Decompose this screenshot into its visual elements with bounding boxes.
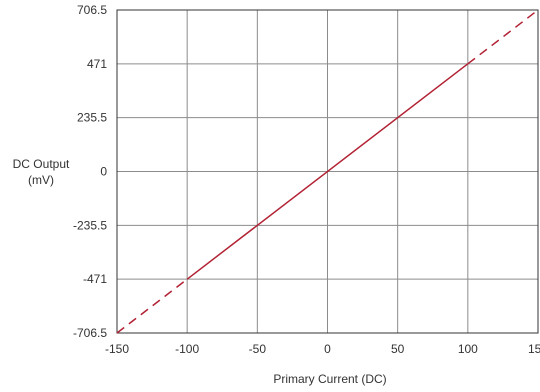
x-tick-label: 150 [528, 342, 540, 356]
x-tick-label: 0 [324, 342, 331, 356]
y-tick-label: -706.5 [73, 326, 107, 340]
y-tick-label: 0 [100, 165, 107, 179]
y-tick-label: 471 [87, 57, 107, 71]
x-tick-label: -100 [175, 342, 199, 356]
y-tick-labels: 706.5 471 235.5 0 -235.5 -471 -706.5 [73, 3, 107, 340]
y-tick-label: -471 [83, 272, 107, 286]
y-axis-title-line1: DC Output [13, 157, 70, 171]
series-line-solid [186, 63, 469, 280]
series-line-dashed [467, 9, 539, 65]
y-tick-label: -235.5 [73, 218, 107, 232]
x-tick-label: -50 [249, 342, 267, 356]
x-axis-title: Primary Current (DC) [273, 372, 386, 386]
series-line-dashed [116, 278, 188, 334]
y-axis-title-line2: (mV) [28, 173, 54, 187]
grid [117, 10, 538, 333]
y-tick-label: 706.5 [77, 3, 107, 17]
x-tick-label: -150 [105, 342, 129, 356]
x-tick-labels: -150 -100 -50 0 50 100 150 [105, 342, 540, 356]
x-tick-label: 100 [458, 342, 478, 356]
series-group [116, 9, 539, 334]
plot-frame [116, 9, 539, 334]
y-tick-label: 235.5 [77, 111, 107, 125]
x-tick-label: 50 [391, 342, 405, 356]
